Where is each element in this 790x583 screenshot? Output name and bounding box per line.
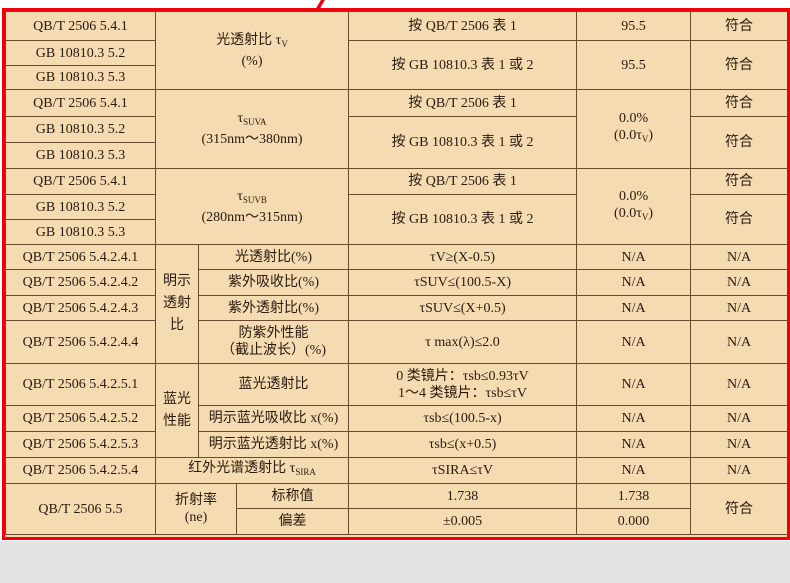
item-cell: 防紫外性能 （截止波长）(%) [197,320,350,364]
verdict-cell: N/A [690,431,787,458]
item-cell: 紫外吸收比(%) [197,269,350,296]
refractive-index-label: 折射率 (ne) [155,483,237,535]
verdict-cell: N/A [690,244,787,270]
item-cell: 明示蓝光吸收比 x(%) [197,405,350,432]
verdict-cell: 符合 [690,89,787,117]
method-cell: 按 GB 10810.3 表 1 或 2 [348,194,578,245]
result-cell: N/A [576,295,692,321]
result-cell: 0.000 [576,508,692,535]
result-cell: 95.5 [576,40,692,90]
std-cell: QB/T 2506 5.4.2.5.2 [5,405,156,432]
result-cell: N/A [576,405,692,432]
verdict-cell: N/A [690,363,787,406]
std-cell: GB 10810.3 5.3 [5,219,156,245]
method-cell: 按 GB 10810.3 表 1 或 2 [348,40,578,90]
std-cell: GB 10810.3 5.2 [5,40,156,66]
item-cell: 光透射比(%) [197,244,350,270]
result-cell: N/A [576,269,692,296]
req-cell: τSUV≤(X+0.5) [348,295,578,321]
std-cell: QB/T 2506 5.4.1 [5,168,156,195]
verdict-cell: 符合 [690,168,787,195]
std-cell: QB/T 2506 5.4.1 [5,11,156,41]
item-cell: 蓝光透射比 [197,363,350,406]
verdict-cell: 符合 [690,194,787,245]
group-label: 明示透射比 [155,244,199,364]
std-cell: GB 10810.3 5.3 [5,142,156,169]
std-cell: QB/T 2506 5.5 [5,483,156,535]
req-cell: 0 类镜片：τsb≤0.93τV 1～4 类镜片：τsb≤τV [348,363,578,406]
result-cell: N/A [576,320,692,364]
std-cell: QB/T 2506 5.4.2.4.2 [5,269,156,296]
req-cell: 1.738 [348,483,578,509]
item-cell: 明示蓝光透射比 x(%) [197,431,350,458]
group-label: 蓝光性能 [155,363,199,458]
req-cell: τSUV≤(100.5-X) [348,269,578,296]
verdict-cell: 符合 [690,40,787,90]
item-cell: 红外光谱透射比 τSIRA [154,457,350,484]
method-cell: 按 QB/T 2506 表 1 [348,89,578,117]
item-suva: τSUVA (315nm～380nm) [154,89,350,169]
result-cell: N/A [576,244,692,270]
method-cell: 按 QB/T 2506 表 1 [348,168,578,195]
result-cell: 1.738 [576,483,692,509]
req-cell: τSIRA≤τV [348,457,578,484]
req-cell: ±0.005 [348,508,578,535]
req-cell: τsb≤(x+0.5) [348,431,578,458]
std-cell: QB/T 2506 5.4.2.5.3 [5,431,156,458]
highlight-frame: QB/T 2506 5.4.1 光透射比 τV (%) 按 QB/T 2506 表… [2,8,790,540]
result-cell: 0.0% (0.0τV) [576,168,692,245]
item-tv: 光透射比 τV (%) [154,11,350,90]
verdict-cell: N/A [690,269,787,296]
item-cell: 紫外透射比(%) [197,295,350,321]
std-cell: QB/T 2506 5.4.2.4.3 [5,295,156,321]
method-cell: 按 QB/T 2506 表 1 [348,11,578,41]
result-cell: N/A [576,457,692,484]
req-cell: τV≥(X-0.5) [348,244,578,270]
result-cell: N/A [576,363,692,406]
std-cell: QB/T 2506 5.4.2.4.4 [5,320,156,364]
std-cell: QB/T 2506 5.4.2.5.4 [5,457,156,484]
item-suvb: τSUVB (280nm～315nm) [154,168,350,245]
bottom-bar [0,541,790,583]
verdict-cell: N/A [690,405,787,432]
std-cell: GB 10810.3 5.3 [5,65,156,90]
req-cell: τsb≤(100.5-x) [348,405,578,432]
verdict-cell: 符合 [690,11,787,41]
result-cell: 95.5 [576,11,692,41]
test-results-table: QB/T 2506 5.4.1 光透射比 τV (%) 按 QB/T 2506 表… [5,11,787,535]
std-cell: QB/T 2506 5.4.2.5.1 [5,363,156,406]
result-cell: N/A [576,431,692,458]
verdict-cell: N/A [690,457,787,484]
std-cell: GB 10810.3 5.2 [5,116,156,143]
deviation-label: 偏差 [235,508,350,535]
method-cell: 按 GB 10810.3 表 1 或 2 [348,116,578,169]
verdict-cell: 符合 [690,483,787,535]
std-cell: GB 10810.3 5.2 [5,194,156,220]
verdict-cell: 符合 [690,116,787,169]
verdict-cell: N/A [690,295,787,321]
verdict-cell: N/A [690,320,787,364]
std-cell: QB/T 2506 5.4.2.4.1 [5,244,156,270]
nominal-label: 标称值 [235,483,350,509]
result-cell: 0.0% (0.0τV) [576,89,692,169]
std-cell: QB/T 2506 5.4.1 [5,89,156,117]
req-cell: τ max(λ)≤2.0 [348,320,578,364]
